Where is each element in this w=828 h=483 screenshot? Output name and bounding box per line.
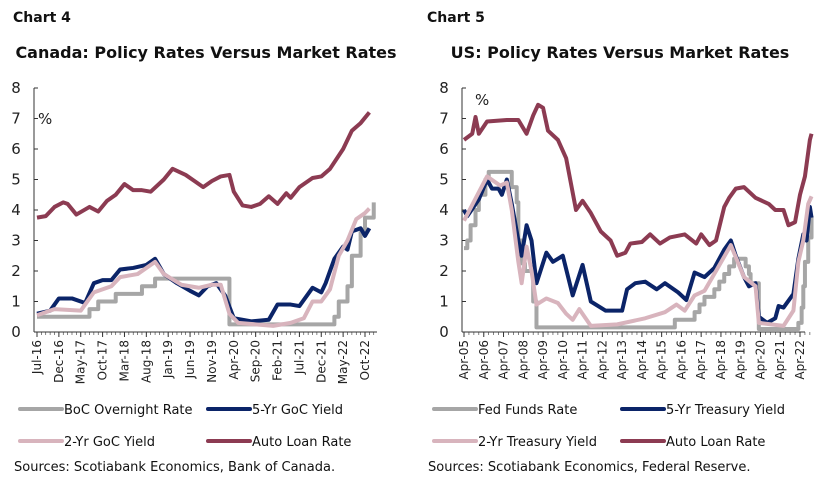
x-tick-label: Apr-20	[753, 340, 767, 380]
x-tick-label: Jun-19	[183, 340, 197, 379]
x-tick-label: Mar-18	[117, 340, 131, 381]
source-note: Sources: Scotiabank Economics, Bank of C…	[14, 460, 335, 475]
x-tick-label: Apr-06	[477, 340, 491, 380]
chart-label: Chart 5	[427, 10, 485, 26]
y-tick-label: 6	[439, 140, 449, 158]
x-tick-label: Feb-21	[271, 340, 285, 381]
legend-label: BoC Overnight Rate	[64, 403, 193, 418]
x-tick-label: Apr-13	[615, 340, 629, 380]
y-tick-label: 5	[11, 171, 21, 189]
x-tick-label: Apr-16	[674, 340, 688, 380]
y-tick-label: 4	[439, 201, 449, 219]
chart-title: Canada: Policy Rates Versus Market Rates	[15, 43, 396, 62]
y-tick-label: 7	[11, 110, 21, 128]
x-tick-label: May-17	[74, 340, 88, 384]
legend-label: 2-Yr Treasury Yield	[478, 435, 597, 450]
source-note: Sources: Scotiabank Economics, Federal R…	[428, 460, 751, 475]
legend-label: 5-Yr Treasury Yield	[666, 403, 785, 418]
legend-item: Auto Loan Rate	[620, 435, 765, 450]
y-tick-label: 7	[439, 110, 449, 128]
x-tick-label: Apr-22	[793, 340, 807, 380]
y-tick-label: 1	[11, 293, 21, 311]
series-line-boc-overnight-rate	[37, 202, 376, 327]
legend-item: 2-Yr Treasury Yield	[432, 435, 597, 450]
x-tick-label: Nov-19	[205, 340, 219, 383]
x-tick-label: Jul-21	[292, 340, 306, 375]
y-tick-label: 1	[439, 293, 449, 311]
x-tick-label: May-22	[336, 340, 350, 384]
legend-item: Fed Funds Rate	[432, 403, 577, 418]
chart-label: Chart 4	[13, 10, 71, 26]
x-tick-label: Jul-16	[30, 340, 44, 375]
legend-item: BoC Overnight Rate	[18, 403, 193, 418]
x-tick-label: Apr-12	[595, 340, 609, 380]
series-line-2-yr-goc-yield	[36, 207, 371, 328]
chart-4: Chart 4 Canada: Policy Rates Versus Marke…	[11, 10, 396, 475]
y-tick-label: 5	[439, 171, 449, 189]
x-tick-label: Apr-08	[516, 340, 530, 380]
y-tick-label: 3	[439, 232, 449, 250]
x-tick-label: Sep-20	[249, 340, 263, 382]
x-tick-label: Apr-07	[497, 340, 511, 380]
legend-label: Auto Loan Rate	[666, 435, 765, 450]
legend-label: 5-Yr GoC Yield	[252, 403, 343, 418]
x-tick-label: Apr-14	[635, 340, 649, 380]
x-tick-label: Apr-09	[536, 340, 550, 380]
x-tick-label: Aug-18	[139, 340, 153, 383]
x-tick-label: Apr-11	[576, 340, 590, 380]
x-tick-label: Apr-05	[457, 340, 471, 380]
legend-label: 2-Yr GoC Yield	[64, 435, 155, 450]
x-tick-label: Dec-16	[52, 340, 66, 383]
y-tick-label: 2	[11, 262, 21, 280]
x-tick-label: Oct-17	[96, 340, 110, 380]
y-tick-label: 8	[11, 79, 21, 97]
legend-item: Auto Loan Rate	[206, 435, 351, 450]
x-tick-label: Oct-22	[358, 340, 372, 380]
series-line-auto-loan-rate	[462, 102, 814, 258]
x-tick-label: Apr-10	[556, 340, 570, 380]
x-tick-label: Apr-19	[734, 340, 748, 380]
x-tick-label: Apr-20	[227, 340, 241, 380]
x-tick-label: Apr-18	[714, 340, 728, 380]
y-tick-label: 8	[439, 79, 449, 97]
series-line-5-yr-goc-yield	[36, 226, 372, 324]
chart-5: Chart 5 US: Policy Rates Versus Market Ra…	[427, 10, 814, 475]
series-line-auto-loan-rate	[36, 111, 371, 220]
x-tick-label: Dec-21	[314, 340, 328, 383]
legend-label: Auto Loan Rate	[252, 435, 351, 450]
legend-item: 5-Yr Treasury Yield	[620, 403, 785, 418]
x-tick-label: Apr-17	[694, 340, 708, 380]
legend-item: 5-Yr GoC Yield	[206, 403, 343, 418]
legend-item: 2-Yr GoC Yield	[18, 435, 155, 450]
series-line-2-yr-treasury-yield	[462, 174, 814, 328]
y-tick-label: 4	[11, 201, 21, 219]
y-tick-label: 0	[11, 323, 21, 341]
y-axis-unit: %	[38, 110, 52, 128]
chart-title: US: Policy Rates Versus Market Rates	[451, 43, 790, 62]
x-tick-label: Jan-19	[161, 340, 175, 379]
y-axis-unit: %	[475, 91, 489, 109]
y-tick-label: 0	[439, 323, 449, 341]
x-tick-label: Apr-21	[773, 340, 787, 380]
y-tick-label: 3	[11, 232, 21, 250]
legend-label: Fed Funds Rate	[478, 403, 577, 418]
y-tick-label: 2	[439, 262, 449, 280]
y-tick-label: 6	[11, 140, 21, 158]
x-tick-label: Apr-15	[655, 340, 669, 380]
